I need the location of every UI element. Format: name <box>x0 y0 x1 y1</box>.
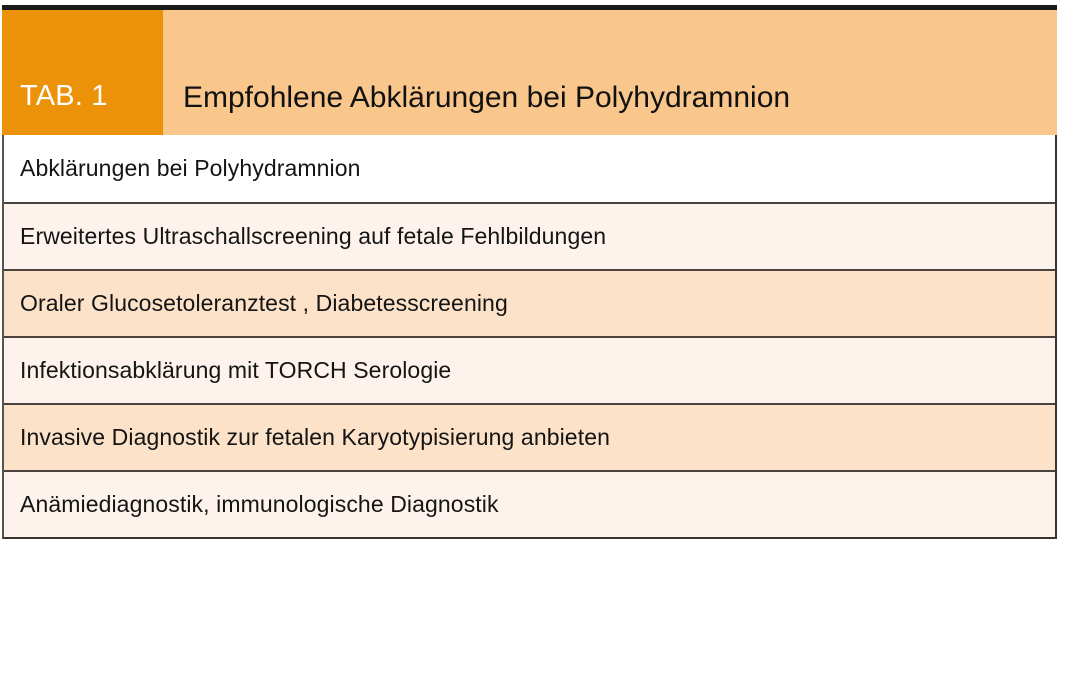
table-cell-text: Invasive Diagnostik zur fetalen Karyotyp… <box>20 424 610 451</box>
table-body: Abklärungen bei Polyhydramnion Erweitert… <box>2 135 1057 539</box>
table-number-label: TAB. 1 <box>20 80 108 112</box>
table-figure: TAB. 1 Empfohlene Abklärungen bei Polyhy… <box>2 5 1057 539</box>
table-number-badge: TAB. 1 <box>2 10 163 135</box>
table-row: Erweitertes Ultraschallscreening auf fet… <box>4 202 1055 269</box>
table-row: Abklärungen bei Polyhydramnion <box>4 135 1055 202</box>
table-cell-text: Infektionsabklärung mit TORCH Serologie <box>20 357 452 384</box>
table-row: Invasive Diagnostik zur fetalen Karyotyp… <box>4 403 1055 470</box>
table-cell-text: Abklärungen bei Polyhydramnion <box>20 155 361 182</box>
table-cell-text: Erweitertes Ultraschallscreening auf fet… <box>20 223 607 250</box>
table-row: Oraler Glucosetoleranztest , Diabetesscr… <box>4 269 1055 336</box>
table-title-band: Empfohlene Abklärungen bei Polyhydramnio… <box>163 10 1057 135</box>
table-title: Empfohlene Abklärungen bei Polyhydramnio… <box>183 80 791 114</box>
table-cell-text: Oraler Glucosetoleranztest , Diabetesscr… <box>20 290 508 317</box>
table-row: Anämiediagnostik, immunologische Diagnos… <box>4 470 1055 537</box>
table-cell-text: Anämiediagnostik, immunologische Diagnos… <box>20 491 499 518</box>
table-caption-band: TAB. 1 Empfohlene Abklärungen bei Polyhy… <box>2 5 1057 135</box>
table-row: Infektionsabklärung mit TORCH Serologie <box>4 336 1055 403</box>
